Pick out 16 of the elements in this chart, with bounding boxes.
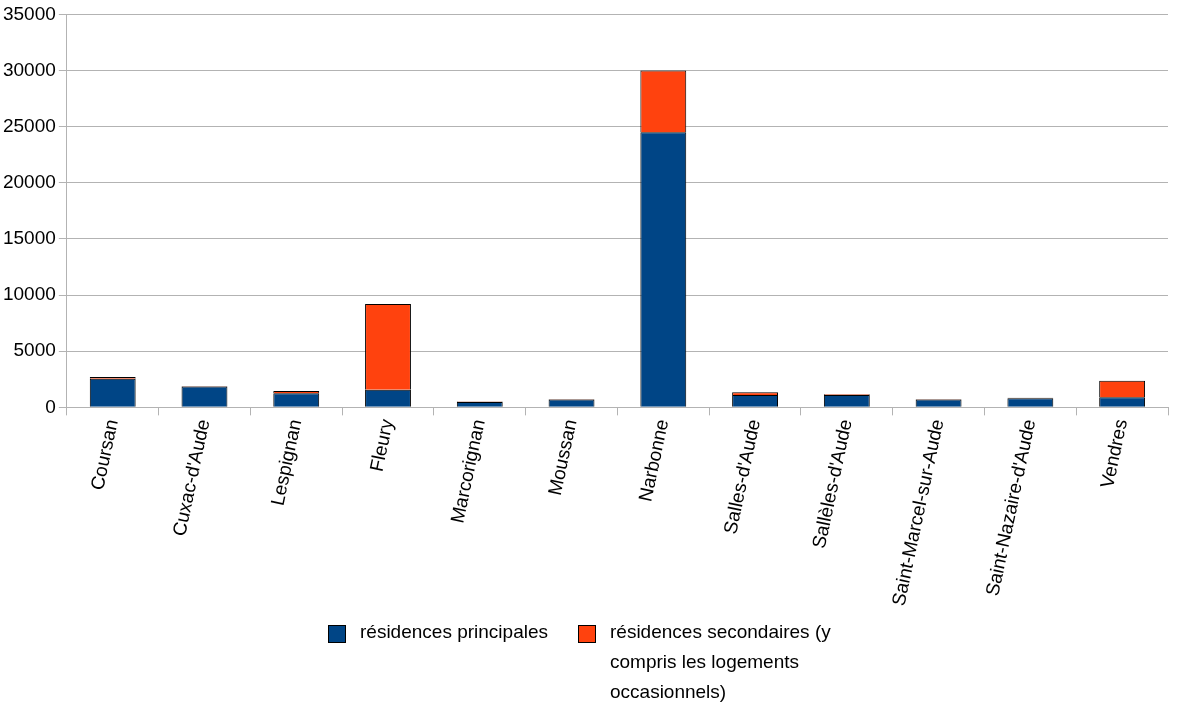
y-tick-label: 35000: [2, 2, 56, 24]
y-tick-label: 0: [45, 395, 56, 417]
x-tick-label: Moussan: [543, 417, 581, 498]
y-tick-label: 20000: [2, 171, 56, 193]
x-tick-label: Fleury: [365, 416, 398, 474]
y-tick-label: 30000: [2, 58, 56, 80]
x-tick-label: Lespignan: [266, 417, 306, 508]
x-tick-label: Narbonne: [634, 417, 673, 504]
y-tick-label: 10000: [2, 283, 56, 305]
y-tick-label: 5000: [13, 339, 56, 361]
y-tick-label: 25000: [2, 114, 56, 136]
legend-label: résidences principales: [360, 620, 548, 644]
legend-label: résidences secondaires (y compris les logements occasionnels): [610, 620, 832, 704]
x-tick-label: Coursan: [86, 417, 122, 492]
x-tick-label: Vendres: [1096, 417, 1132, 490]
y-tick-label: 15000: [2, 227, 56, 249]
